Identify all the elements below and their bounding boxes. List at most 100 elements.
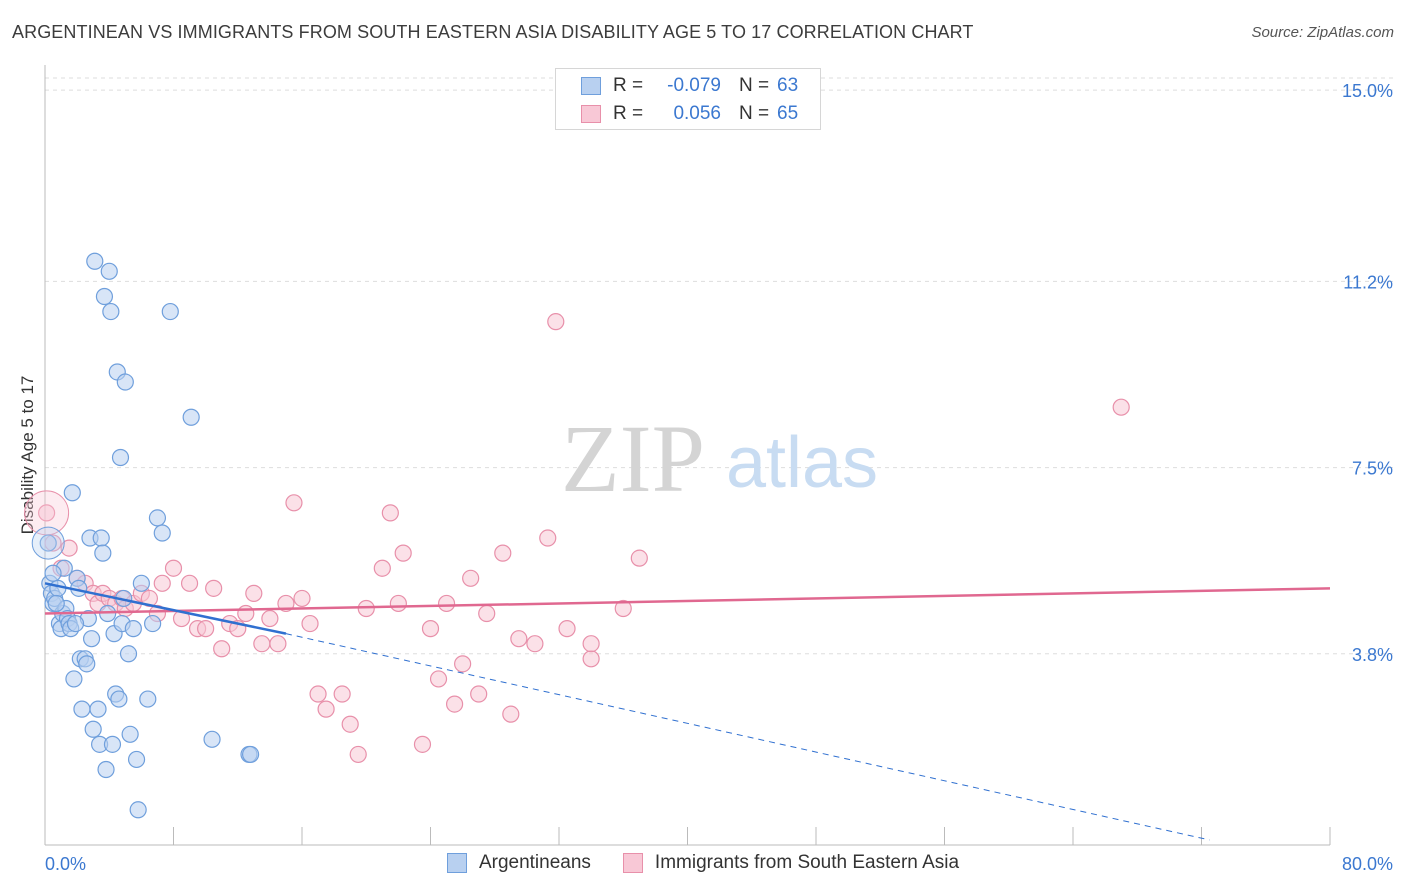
data-point-argentineans: [148, 509, 167, 527]
data-point-argentineans: [66, 614, 85, 633]
legend-r-value: -0.079: [667, 75, 721, 96]
legend-item-argentineans[interactable]: Argentineans: [446, 852, 591, 874]
data-point-immigrants: [213, 640, 231, 658]
data-point-immigrants: [373, 559, 391, 577]
data-point-immigrants: [462, 569, 480, 587]
data-point-immigrants: [164, 559, 183, 577]
data-point-argentineans: [102, 302, 120, 321]
data-point-argentineans: [63, 484, 81, 502]
source-label: Source: ZipAtlas.com: [1251, 24, 1394, 41]
legend-n-label: N =: [739, 103, 770, 124]
data-point-immigrants: [261, 609, 279, 628]
data-point-immigrants: [494, 544, 512, 562]
data-point-argentineans: [103, 735, 122, 753]
data-point-immigrants: [309, 685, 327, 703]
data-point-argentineans: [132, 574, 150, 592]
legend-swatch-blue: [581, 77, 601, 95]
data-point-immigrants: [341, 715, 359, 733]
data-point-argentineans: [95, 287, 114, 306]
data-point-argentineans: [97, 760, 115, 779]
data-point-immigrants: [60, 539, 78, 557]
data-point-immigrants: [180, 574, 199, 592]
trend-line-argentineans: [44, 582, 287, 635]
series-legend: Argentineans Immigrants from South Easte…: [0, 852, 1406, 874]
data-point-immigrants: [413, 735, 432, 753]
data-point-immigrants: [317, 700, 335, 718]
legend-swatch-blue: [446, 853, 467, 873]
data-point-immigrants: [526, 635, 544, 653]
data-point-argentineans: [116, 373, 134, 391]
data-point-immigrants: [582, 635, 600, 653]
data-point-argentineans: [73, 700, 91, 718]
data-point-immigrants: [445, 695, 464, 713]
data-point-argentineans: [92, 529, 110, 547]
watermark: ZIP atlas: [561, 405, 878, 512]
data-point-argentineans: [65, 670, 83, 688]
data-point-argentineans: [129, 801, 147, 819]
axes: [44, 65, 1331, 846]
y-tick-label: 7.5%: [1352, 459, 1393, 479]
data-point-argentineans: [139, 690, 157, 708]
data-point-immigrants: [1112, 398, 1130, 416]
data-point-argentineans: [242, 745, 260, 764]
legend-label: Immigrants from South Eastern Asia: [654, 852, 960, 873]
gridlines: [45, 77, 1395, 655]
data-point-argentineans: [100, 262, 118, 280]
data-point-argentineans-cluster: [31, 526, 65, 560]
legend-n-value: 65: [777, 103, 799, 124]
data-point-immigrants: [277, 594, 295, 613]
legend-r-label: R =: [613, 75, 644, 96]
data-point-immigrants: [333, 685, 351, 703]
data-point-immigrants: [539, 529, 557, 547]
data-point-argentineans: [121, 725, 139, 743]
series-immigrants-points: [24, 313, 1130, 764]
data-point-immigrants: [140, 589, 159, 608]
y-tick-label: 3.8%: [1352, 645, 1393, 665]
data-point-argentineans: [86, 252, 104, 270]
legend-item-immigrants[interactable]: Immigrants from South Eastern Asia: [622, 852, 960, 874]
chart-title: ARGENTINEAN VS IMMIGRANTS FROM SOUTH EAS…: [12, 22, 974, 42]
data-point-immigrants: [630, 549, 648, 567]
legend-swatch-pink: [622, 853, 643, 873]
data-point-immigrants: [269, 635, 287, 653]
data-point-argentineans: [119, 645, 138, 663]
x-tick-label: 80.0%: [1342, 854, 1393, 874]
data-point-immigrants: [237, 604, 255, 623]
watermark-zip: ZIP: [561, 405, 705, 512]
data-point-immigrants: [394, 544, 412, 562]
tick-labels: 3.8% 7.5% 11.2% 15.0% 0.0% 80.0%: [45, 81, 1393, 874]
data-point-argentineans: [82, 630, 101, 648]
data-point-immigrants: [205, 579, 223, 597]
data-point-immigrants: [253, 635, 271, 653]
trend-lines: [44, 582, 1331, 841]
data-point-immigrants: [245, 584, 263, 602]
data-point-immigrants: [547, 313, 565, 331]
legend-n-value: 63: [777, 75, 799, 96]
watermark-atlas: atlas: [726, 423, 878, 503]
data-point-immigrants: [478, 604, 496, 623]
data-point-immigrants: [381, 504, 399, 522]
series-argentineans-points: [31, 252, 260, 819]
legend-n-label: N =: [739, 75, 770, 96]
data-point-argentineans: [144, 614, 162, 633]
data-point-immigrants: [197, 620, 215, 638]
data-point-argentineans: [84, 720, 102, 738]
legend-r-label: R =: [613, 103, 644, 124]
y-tick-label: 15.0%: [1342, 81, 1393, 101]
data-point-argentineans: [111, 448, 130, 467]
data-point-immigrants: [454, 655, 472, 673]
data-point-argentineans: [182, 408, 200, 426]
data-point-immigrants: [614, 599, 632, 618]
data-point-argentineans: [127, 750, 146, 769]
data-point-immigrants: [470, 685, 488, 703]
data-point-immigrants: [285, 494, 303, 512]
data-point-immigrants: [38, 504, 56, 522]
data-point-immigrants: [301, 614, 319, 633]
data-point-argentineans: [78, 655, 96, 673]
data-point-immigrants: [437, 594, 456, 613]
data-point-immigrants: [293, 589, 311, 608]
data-point-argentineans: [161, 302, 179, 321]
data-point-immigrants: [349, 745, 367, 764]
data-point-argentineans: [89, 700, 107, 718]
correlation-legend: R = -0.079 N = 63 R = 0.056 N = 65: [555, 68, 821, 130]
